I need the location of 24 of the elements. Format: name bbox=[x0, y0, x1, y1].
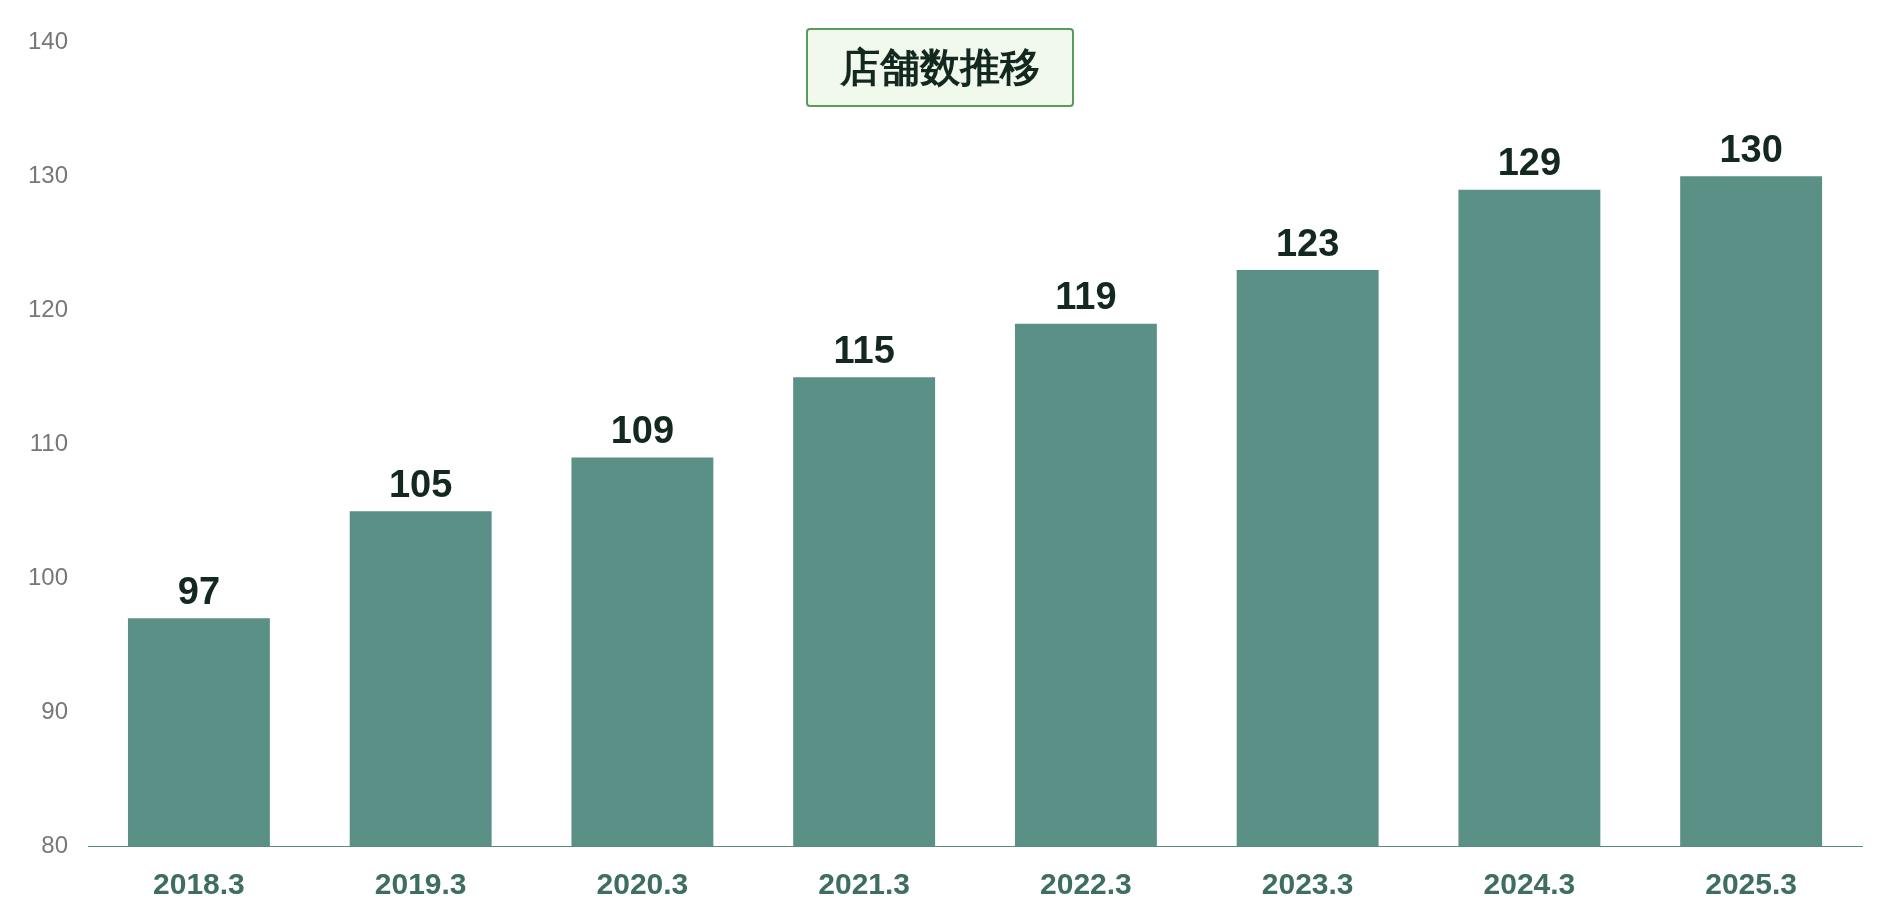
x-tick-label: 2019.3 bbox=[374, 867, 467, 901]
y-tick-label: 100 bbox=[28, 562, 69, 590]
data-label: 129 bbox=[1497, 141, 1562, 184]
y-tick-label: 130 bbox=[28, 160, 69, 188]
x-tick-label: 2021.3 bbox=[818, 867, 911, 901]
data-label: 97 bbox=[177, 569, 221, 612]
x-tick-label: 2018.3 bbox=[153, 867, 245, 901]
y-tick-label: 110 bbox=[29, 428, 69, 456]
data-label: 123 bbox=[1275, 221, 1340, 264]
x-tick-label: 2020.3 bbox=[596, 867, 689, 901]
data-label: 105 bbox=[388, 462, 453, 505]
chart-title: 店舗数推移 bbox=[806, 28, 1074, 107]
data-label: 115 bbox=[833, 328, 895, 371]
data-label: 109 bbox=[610, 409, 675, 452]
y-tick-label: 120 bbox=[28, 294, 69, 322]
y-tick-label: 80 bbox=[41, 830, 69, 858]
x-tick-label: 2025.3 bbox=[1705, 867, 1798, 901]
data-label: 119 bbox=[1055, 275, 1117, 318]
x-tick-label: 2023.3 bbox=[1261, 867, 1354, 901]
x-tick-label: 2022.3 bbox=[1040, 867, 1132, 901]
y-tick-label: 140 bbox=[28, 27, 69, 55]
data-label: 130 bbox=[1719, 127, 1783, 170]
x-tick-label: 2024.3 bbox=[1483, 867, 1576, 901]
y-tick-label: 90 bbox=[41, 696, 69, 724]
